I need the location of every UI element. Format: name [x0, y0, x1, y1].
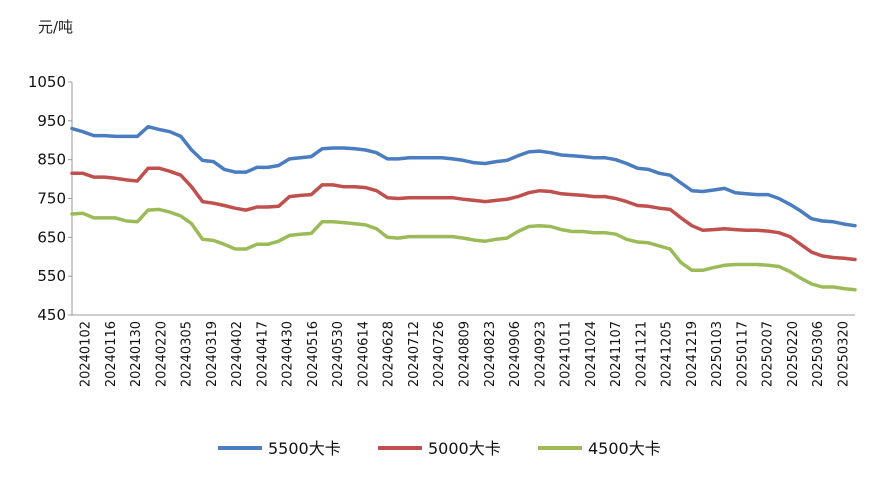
x-tick-label: 20240628: [382, 321, 397, 387]
legend-label-0: 5500大卡: [268, 439, 341, 458]
x-tick-label: 20241121: [634, 321, 649, 387]
x-tick-label: 20250207: [761, 321, 776, 387]
x-tick-label: 20240220: [154, 321, 169, 387]
x-tick-label: 20240319: [205, 321, 220, 387]
x-tick-label: 20250220: [786, 321, 801, 387]
y-tick-label: 750: [37, 190, 66, 208]
legend: 5500大卡 5000大卡 4500大卡: [218, 439, 661, 458]
x-tick-label: 20240430: [281, 321, 296, 387]
y-tick-label: 450: [37, 306, 66, 324]
x-tick-label: 20240809: [458, 321, 473, 387]
x-tick-label: 20250306: [811, 321, 826, 387]
x-tick-label: 20250320: [836, 321, 851, 387]
x-tick-label: 20240614: [356, 321, 371, 387]
y-tick-label: 950: [37, 112, 66, 130]
series-line-2: [70, 207, 857, 292]
x-tick-label: 20240130: [129, 321, 144, 387]
y-axis-unit-label: 元/吨: [38, 18, 73, 36]
x-tick-label: 20250103: [710, 321, 725, 387]
x-tick-label: 20240823: [483, 321, 498, 387]
legend-label-1: 5000大卡: [428, 439, 501, 458]
y-tick-label: 650: [37, 228, 66, 246]
x-tick-label: 20240417: [255, 321, 270, 387]
x-tick-label: 20240516: [306, 321, 321, 387]
x-tick-label: 20240402: [230, 321, 245, 387]
legend-label-2: 4500大卡: [588, 439, 661, 458]
x-tick-label: 20240530: [331, 321, 346, 387]
x-tick-label: 20241011: [559, 321, 574, 387]
series-line-1: [70, 166, 857, 262]
x-tick-label: 20241107: [609, 321, 624, 387]
x-tick-label: 20240712: [407, 321, 422, 387]
x-axis-ticks: 20240102 20240116 20240130 20240220 20240305…: [79, 321, 852, 387]
y-tick-label: 850: [37, 151, 66, 169]
x-tick-label: 20240726: [432, 321, 447, 387]
y-tick-label: 1050: [28, 73, 66, 91]
y-axis-ticks: 450 550 650 750 850 950 1050: [28, 73, 72, 324]
y-tick-label: 550: [37, 267, 66, 285]
x-tick-label: 20240923: [533, 321, 548, 387]
x-tick-label: 20240116: [104, 321, 119, 387]
x-tick-label: 20240305: [180, 321, 195, 387]
series-lines: [70, 124, 857, 292]
x-tick-label: 20241024: [584, 321, 599, 387]
x-tick-label: 20240906: [508, 321, 523, 387]
x-tick-label: 20240102: [79, 321, 94, 387]
x-tick-label: 20241205: [660, 321, 675, 387]
x-tick-label: 20250117: [735, 321, 750, 387]
series-line-0: [70, 124, 857, 228]
x-tick-label: 20241219: [685, 321, 700, 387]
